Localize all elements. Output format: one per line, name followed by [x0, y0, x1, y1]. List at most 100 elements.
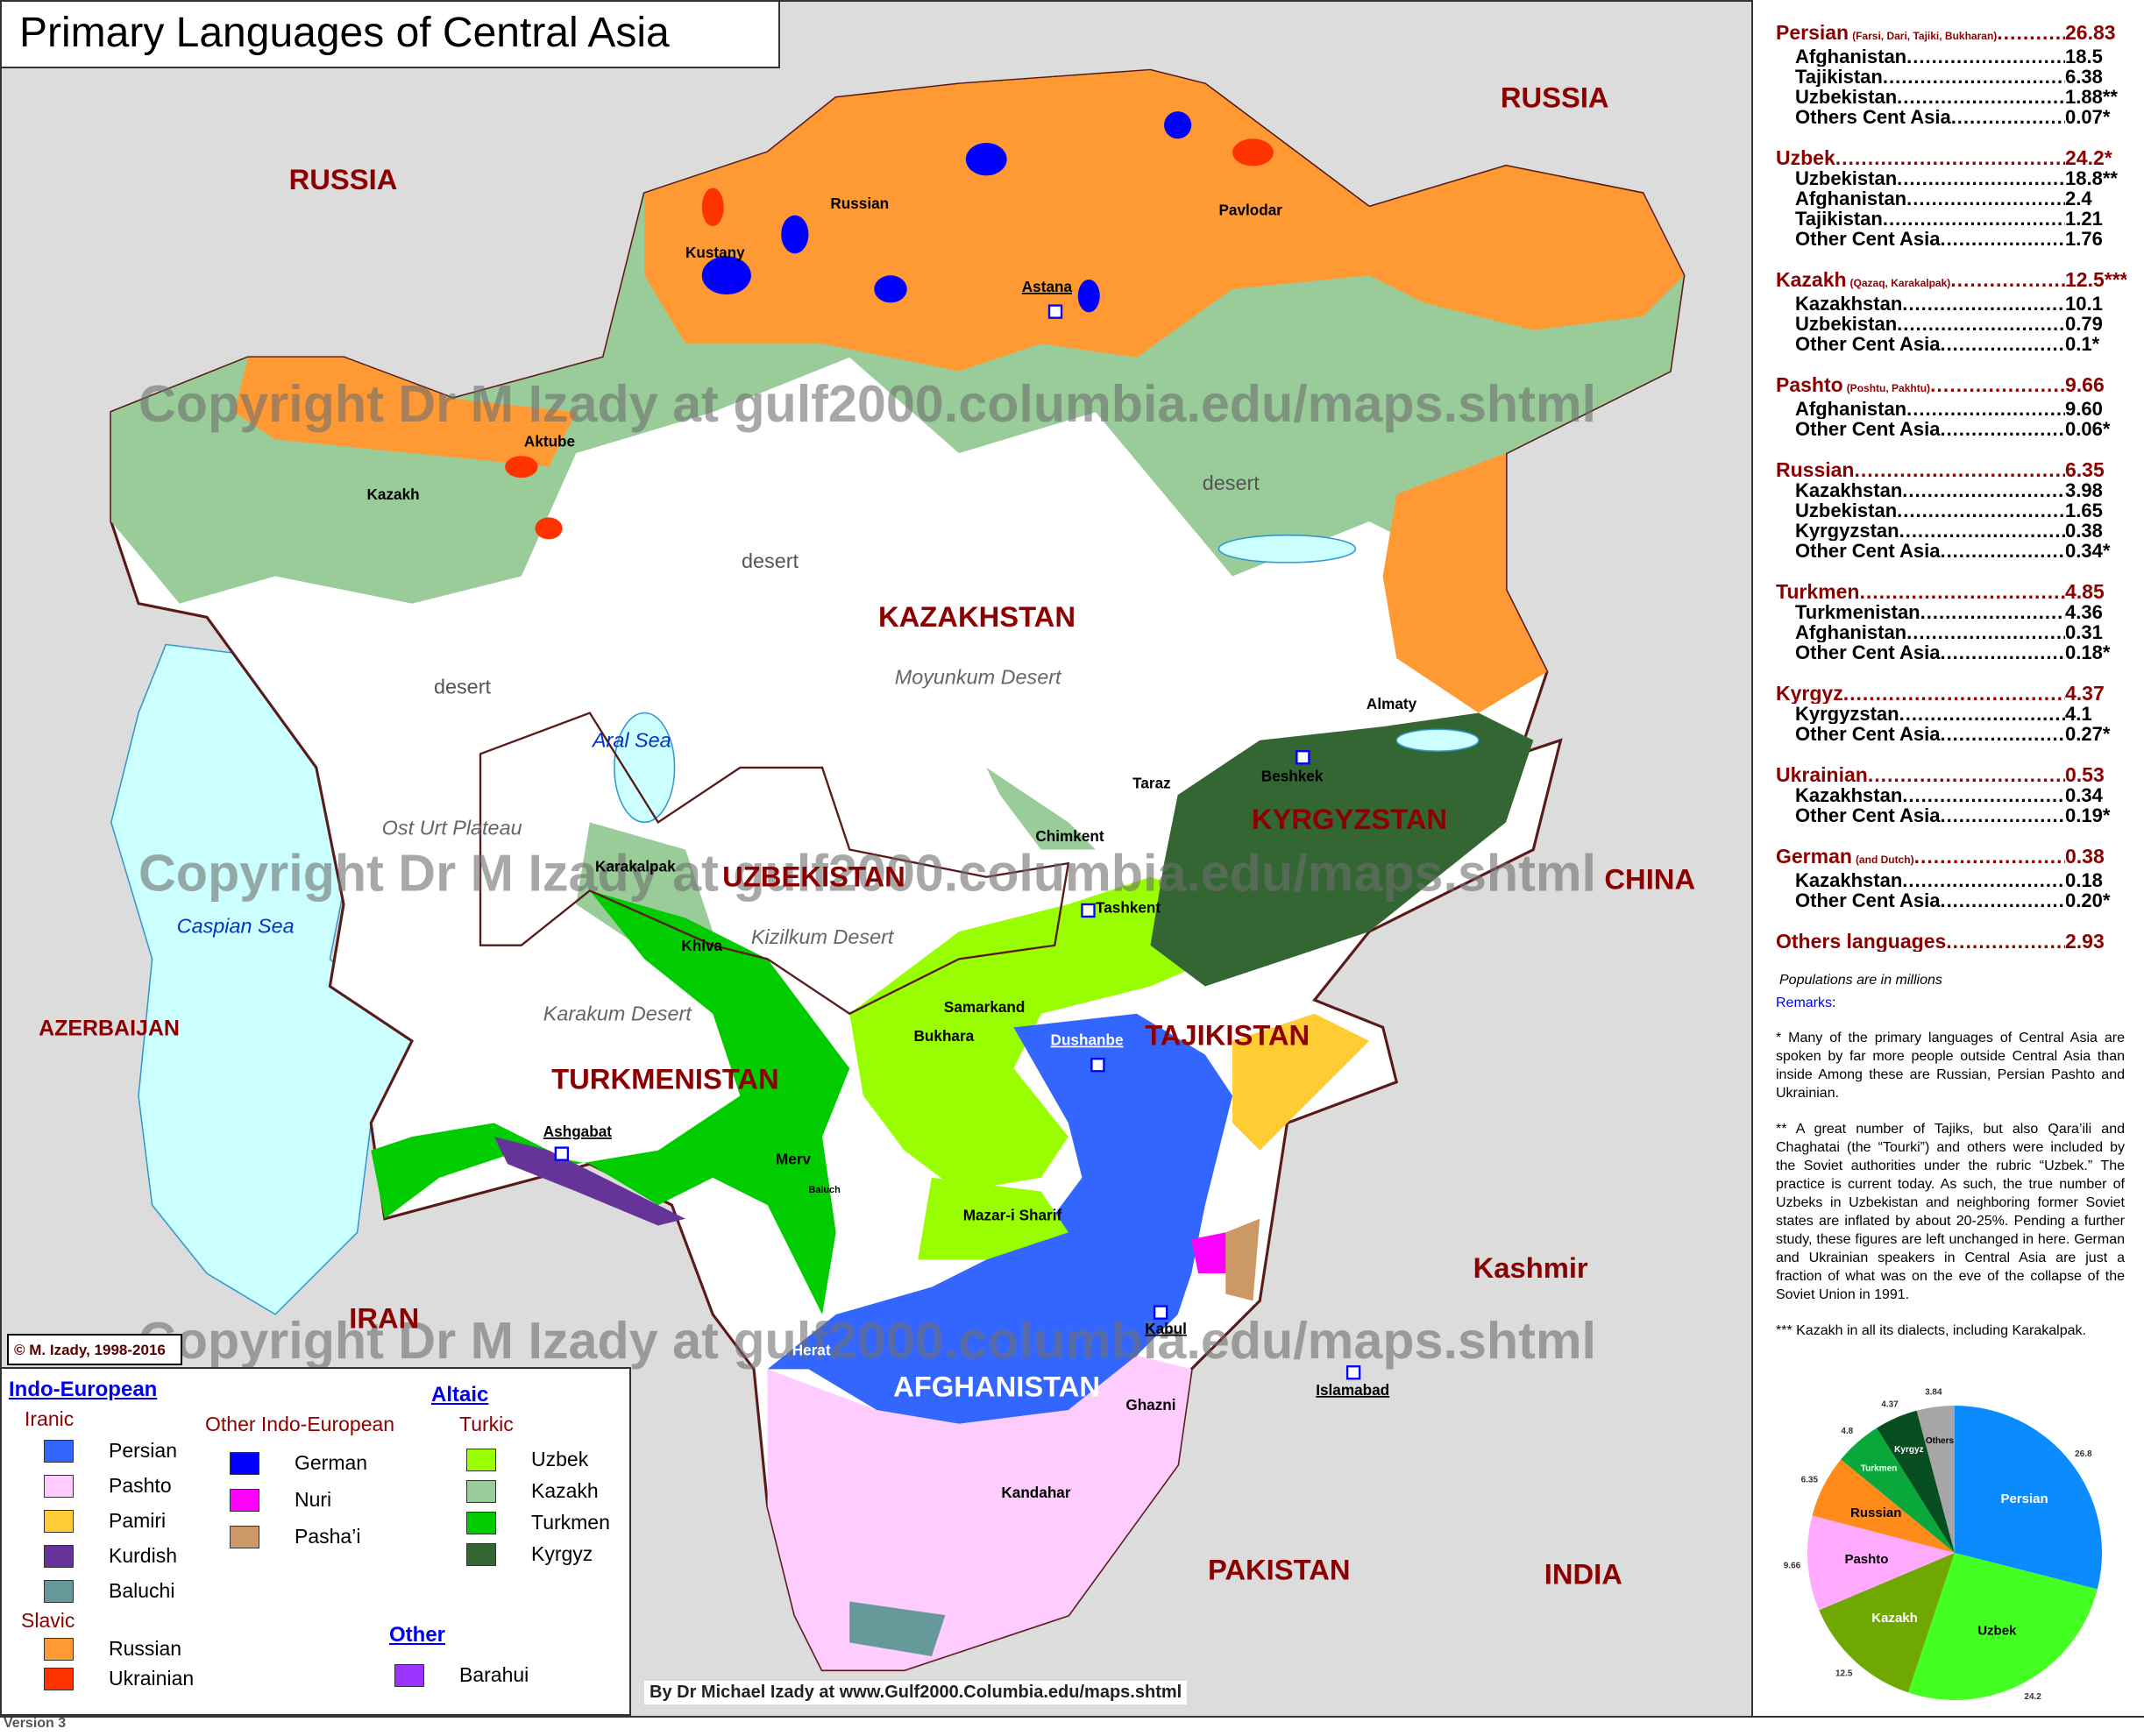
pie-value-label: 26.8 — [2075, 1449, 2092, 1459]
legend-label: Russian — [109, 1637, 182, 1660]
uzbekistan-border — [479, 712, 1070, 1016]
country-row: Turkmenistan 4.36 — [1776, 602, 2126, 622]
language-note: (Poshtu, Pakhtu) — [1846, 382, 1931, 394]
country-value: 1.88** — [2065, 87, 2118, 107]
country-name: Afghanistan — [1795, 46, 1907, 67]
country-name: Uzbekistan — [1795, 500, 1898, 521]
leader-dots — [1940, 419, 2065, 439]
city-label: Astana — [1022, 278, 1073, 295]
country-row: Uzbekistan 1.88** — [1776, 87, 2126, 107]
pie-slice-kyrgyz — [1877, 1410, 1955, 1553]
legend-slavic: Slavic — [21, 1609, 75, 1632]
remarks-heading: Remarks: — [1776, 996, 1836, 1010]
language-group: Russian6.35Kazakhstan3.98Uzbekistan1.65K… — [1776, 460, 2126, 561]
swatch — [230, 1451, 259, 1475]
legend-label: Ukrainian — [109, 1667, 195, 1690]
populations-note: Populations are in millions — [1779, 973, 1942, 988]
country-row: Other Cent Asia 0.34* — [1776, 541, 2126, 561]
label-kashmir: Kashmir — [1473, 1251, 1588, 1284]
label-desert: desert — [1203, 471, 1260, 494]
leader-dots — [1897, 168, 2065, 188]
pie-slice-turkmen — [1841, 1428, 1955, 1553]
city-label: Kazakh — [367, 485, 420, 503]
country-row: Tajikistan 1.21 — [1776, 209, 2126, 229]
leader-dots — [1883, 209, 2065, 229]
leader-dots — [1868, 765, 2065, 785]
country-name: Turkmenistan — [1795, 602, 1920, 622]
country-value: 0.07* — [2065, 107, 2111, 127]
country-value: 6.38 — [2065, 67, 2103, 87]
leader-dots — [1859, 582, 2065, 602]
country-value: 0.38 — [2065, 521, 2103, 541]
group-header: Russian 6.35 — [1776, 460, 2126, 480]
language-group: German(and Dutch)0.38Kazakhstan0.18Other… — [1776, 847, 2126, 911]
legend-label: Persian — [109, 1439, 177, 1462]
legend-label: Uzbek — [531, 1448, 589, 1470]
swatch — [466, 1479, 496, 1503]
country-name: Afghanistan — [1795, 622, 1907, 642]
label-uzbekistan: UZBEKISTAN — [722, 861, 905, 893]
country-value: 1.76 — [2065, 229, 2103, 249]
leader-dots — [1950, 270, 2065, 290]
swatch — [44, 1544, 74, 1568]
language-areas — [110, 70, 1684, 1670]
legend-item-turkmen: Turkmen — [466, 1511, 610, 1534]
language-name: German — [1776, 847, 1852, 868]
pie-label: Turkmen — [1861, 1464, 1898, 1474]
pie-label: Russian — [1850, 1506, 1901, 1520]
legend-item-ukrainian: Ukrainian — [44, 1667, 194, 1690]
label-russia: RUSSIA — [289, 163, 398, 195]
city-label: Dushanbe — [1051, 1031, 1124, 1049]
leader-dots — [1835, 148, 2065, 168]
leader-dots — [1906, 46, 2065, 67]
language-group: Persian(Farsi, Dari, Tajiki, Bukharan) 26… — [1776, 23, 2126, 127]
country-name: Kazakhstan — [1795, 785, 1903, 805]
leader-dots — [1906, 399, 2065, 419]
group-header: Kazakh(Qazaq, Karakalpak) 12.5*** — [1776, 270, 2126, 294]
legend-item-german: German — [230, 1451, 367, 1475]
country-name: Tajikistan — [1795, 209, 1883, 229]
label-kizilkum-desert: Kizilkum Desert — [751, 925, 895, 948]
legend-label: Kyrgyz — [531, 1542, 593, 1565]
language-note: (Farsi, Dari, Tajiki, Bukharan) — [1852, 30, 1998, 42]
country-name: Uzbekistan — [1795, 87, 1898, 107]
city-label: Samarkand — [944, 998, 1026, 1016]
watermark: Copyright Dr M Izady at gulf2000.columbi… — [138, 374, 1596, 433]
country-value: 0.27* — [2065, 724, 2111, 744]
language-total: 4.85 — [2065, 582, 2105, 602]
language-name: Turkmen — [1776, 582, 1860, 602]
city-label: Aktube — [524, 432, 575, 450]
country-row: Kazakhstan 0.34 — [1776, 785, 2126, 805]
leader-dots — [1940, 642, 2065, 663]
legend-item-baluchi: Baluchi — [44, 1579, 174, 1603]
pie-value-label: 24.2 — [2024, 1692, 2041, 1702]
city-label: Baluch — [808, 1185, 840, 1195]
country-name: Other Cent Asia — [1795, 642, 1941, 663]
language-name: Kazakh — [1776, 270, 1847, 291]
country-row: Other Cent Asia 0.1* — [1776, 334, 2126, 354]
leader-dots — [1997, 23, 2065, 43]
label-tajikistan: TAJIKISTAN — [1145, 1019, 1310, 1052]
legend-item-russian: Russian — [44, 1637, 181, 1661]
capital-marker — [1047, 304, 1063, 319]
remark: ** A great number of Tajiks, but also Qa… — [1776, 1122, 2125, 1302]
group-header: Kyrgyz 4.37 — [1776, 684, 2126, 704]
language-total: 24.2* — [2065, 148, 2112, 168]
city-label: Karakalpak — [595, 857, 676, 875]
country-value: 0.18 — [2065, 870, 2103, 890]
country-value: 0.18* — [2065, 642, 2111, 663]
leader-dots — [1902, 870, 2065, 890]
country-name: Other Cent Asia — [1795, 724, 1941, 744]
language-name: Others languages — [1776, 932, 1947, 952]
label-caspian-sea: Caspian Sea — [177, 915, 295, 938]
language-group: Turkmen 4.85 Turkmenistan 4.36 Afghanistan 0.… — [1776, 582, 2126, 663]
leader-dots — [1951, 107, 2065, 127]
legend-item-barahui: Barahui — [394, 1663, 529, 1687]
legend-item-pamiri: Pamiri — [44, 1509, 166, 1533]
label-desert: desert — [742, 549, 799, 572]
label-ost-urt-plateau: Ost Urt Plateau — [382, 816, 522, 839]
pie-slice-kazakh — [1819, 1553, 1955, 1693]
leader-dots — [1940, 541, 2065, 561]
leader-dots — [1843, 684, 2065, 704]
group-header: Pashto(Poshtu, Pakhtu) 9.66 — [1776, 375, 2126, 399]
